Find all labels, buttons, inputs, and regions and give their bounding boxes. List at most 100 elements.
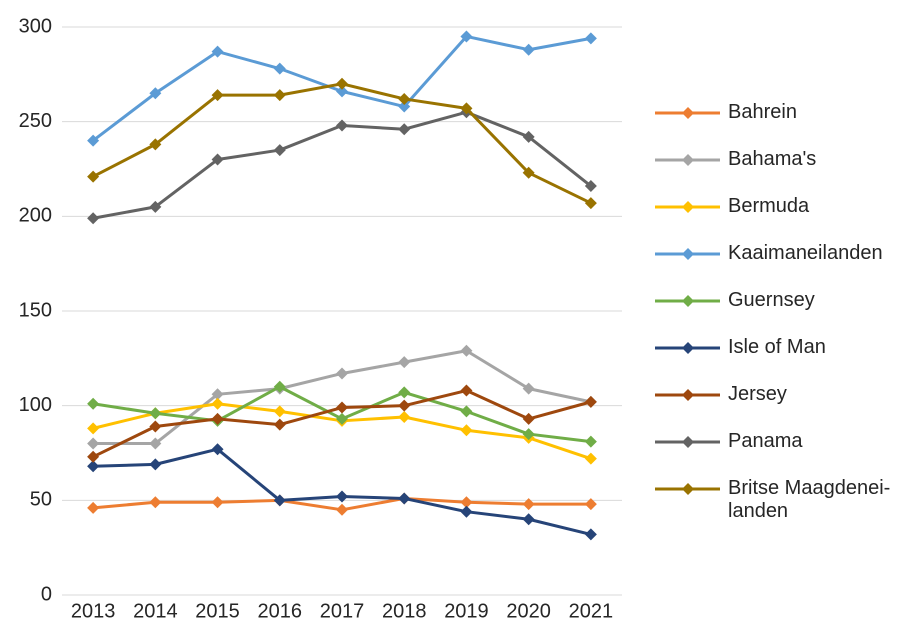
point-marker (336, 119, 348, 132)
point-marker (460, 424, 473, 437)
point-marker (460, 405, 473, 418)
point-marker (460, 344, 473, 357)
point-marker (87, 460, 100, 473)
legend-marker (682, 389, 694, 401)
legend-item: Bahrein (728, 101, 797, 123)
point-marker (460, 102, 473, 115)
point-marker (149, 87, 162, 100)
point-marker (584, 395, 597, 408)
legend-marker (682, 201, 694, 213)
x-tick-label: 2020 (506, 600, 551, 622)
legend-label: Panama (728, 430, 803, 452)
point-marker (211, 496, 224, 509)
point-marker (273, 418, 286, 431)
legend-item: Britse Maagdenei-landen (728, 477, 891, 522)
point-marker (149, 437, 162, 450)
y-tick-label: 300 (19, 15, 52, 37)
point-marker (87, 170, 100, 183)
point-marker (398, 492, 411, 505)
point-marker (522, 412, 535, 425)
point-marker (211, 397, 224, 410)
point-marker (398, 386, 411, 399)
point-marker (273, 144, 286, 157)
point-marker (149, 200, 162, 213)
x-tick-label: 2015 (195, 600, 240, 622)
point-marker (273, 380, 286, 393)
series-line (92, 82, 592, 205)
point-marker (273, 62, 286, 75)
legend-item: Kaaimaneilanden (728, 242, 883, 264)
y-tick-label: 250 (19, 110, 52, 132)
legend-label: Bahrein (728, 101, 797, 123)
point-marker (87, 134, 100, 147)
point-marker (522, 43, 535, 56)
point-marker (273, 494, 286, 507)
point-marker (584, 452, 597, 465)
y-tick-label: 200 (19, 205, 52, 227)
legend-marker (682, 295, 694, 307)
point-marker (460, 30, 473, 43)
point-marker (273, 89, 286, 102)
x-tick-label: 2013 (71, 600, 116, 622)
x-tick-label: 2019 (444, 600, 489, 622)
point-marker (336, 503, 348, 516)
point-marker (87, 450, 100, 463)
point-marker (211, 412, 224, 425)
legend-label: Bermuda (728, 195, 810, 217)
legend-label: Guernsey (728, 289, 815, 311)
point-marker (149, 420, 162, 433)
point-marker (584, 498, 597, 511)
point-marker (398, 123, 411, 136)
point-marker (398, 411, 411, 424)
point-marker (336, 490, 348, 503)
point-marker (584, 32, 597, 45)
point-marker (211, 443, 224, 456)
point-marker (87, 422, 100, 435)
point-marker (87, 212, 100, 225)
legend-item: Bahama's (728, 148, 817, 170)
point-marker (336, 401, 348, 414)
point-marker (211, 388, 224, 401)
y-tick-label: 0 (41, 583, 52, 605)
point-marker (522, 382, 535, 395)
legend-label: Bahama's (728, 148, 817, 170)
point-marker (522, 513, 535, 526)
x-tick-label: 2021 (569, 600, 614, 622)
legend-label: Kaaimaneilanden (728, 242, 883, 264)
legend-item: Isle of Man (728, 336, 826, 358)
point-marker (522, 166, 535, 179)
y-tick-label: 100 (19, 394, 52, 416)
point-marker (336, 367, 348, 380)
point-marker (211, 45, 224, 58)
legend-item: Bermuda (728, 195, 810, 217)
point-marker (398, 356, 411, 369)
point-marker (87, 437, 100, 450)
legend-marker (682, 342, 694, 354)
y-tick-label: 150 (19, 299, 52, 321)
point-marker (522, 428, 535, 441)
point-marker (584, 435, 597, 448)
point-marker (584, 180, 597, 193)
x-tick-label: 2014 (133, 600, 178, 622)
point-marker (149, 458, 162, 471)
point-marker (149, 407, 162, 420)
point-marker (460, 496, 473, 509)
point-marker (584, 528, 597, 541)
legend-marker (682, 154, 694, 166)
point-marker (149, 496, 162, 509)
point-marker (87, 501, 100, 514)
x-tick-label: 2018 (382, 600, 427, 622)
point-marker (336, 85, 348, 98)
legend-marker (682, 248, 694, 260)
legend-label: Britse Maagdenei-landen (728, 477, 891, 522)
point-marker (273, 405, 286, 418)
y-tick-label: 50 (30, 489, 52, 511)
legend-item: Guernsey (728, 289, 815, 311)
x-tick-label: 2016 (258, 600, 303, 622)
point-marker (522, 498, 535, 511)
point-marker (149, 138, 162, 151)
point-marker (398, 399, 411, 412)
legend-marker (682, 483, 694, 495)
point-marker (398, 92, 411, 105)
